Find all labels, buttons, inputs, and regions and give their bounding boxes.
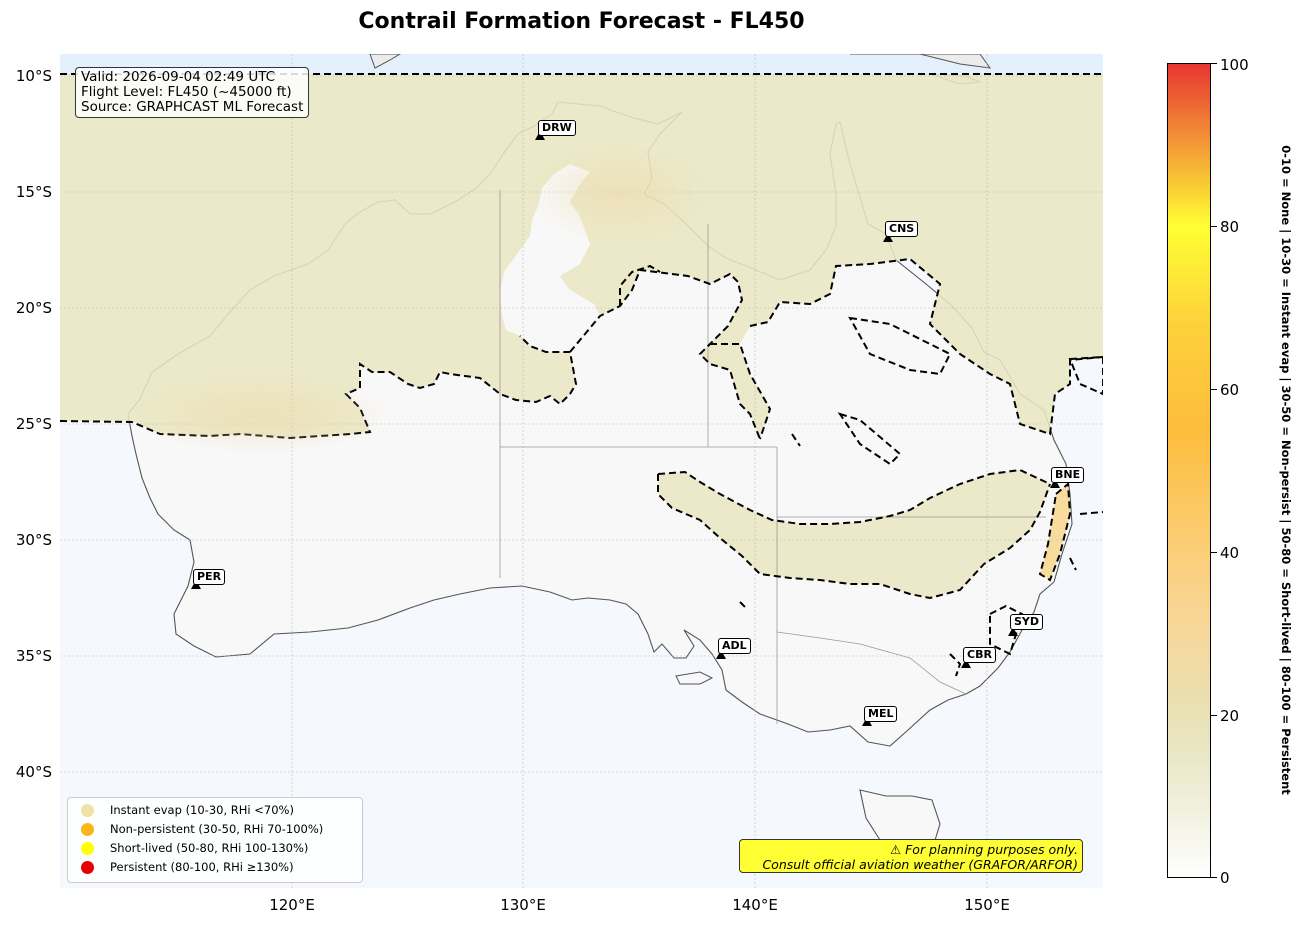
lat-label: 40°S	[15, 763, 52, 781]
legend-item-non-persistent: Non-persistent (30-50, RHi 70-100%)	[81, 820, 323, 838]
kangaroo-island	[675, 671, 714, 685]
disclaimer-line-2: Consult official aviation weather (GRAFO…	[762, 857, 1078, 872]
contrail-zone-central	[658, 470, 1050, 598]
map-canvas	[60, 54, 1103, 888]
colorbar-tick-label: 80	[1220, 218, 1240, 236]
colorbar	[1167, 63, 1211, 878]
city-label-drw[interactable]: DRW	[538, 120, 576, 136]
colorbar-tick	[1211, 552, 1217, 553]
lat-label: 20°S	[15, 299, 52, 317]
lon-label: 120°E	[269, 896, 315, 914]
new-guinea-coast	[850, 54, 992, 69]
data-source: Source: GRAPHCAST ML Forecast	[81, 99, 304, 115]
city-marker-bne	[1050, 479, 1060, 488]
colorbar-category-label: 0-10 = None | 10-30 = Instant evap | 30-…	[1279, 145, 1293, 795]
map-panel[interactable]	[60, 54, 1103, 888]
city-marker-syd	[1008, 627, 1018, 636]
legend-swatch	[81, 841, 94, 855]
city-label-per[interactable]: PER	[193, 569, 226, 585]
chart-title: Contrail Formation Forecast - FL450	[358, 9, 805, 34]
legend-swatch	[81, 822, 94, 836]
colorbar-tick-label: 20	[1220, 707, 1240, 725]
city-label-cns[interactable]: CNS	[885, 221, 919, 237]
colorbar-tick-label: 100	[1220, 56, 1249, 74]
flight-level: Flight Level: FL450 (~45000 ft)	[81, 84, 292, 100]
colorbar-tick	[1211, 389, 1217, 390]
city-marker-adl	[716, 650, 726, 659]
north-band	[60, 54, 1103, 74]
legend-item-instant-evap: Instant evap (10-30, RHi <70%)	[81, 801, 294, 819]
map-legend: Instant evap (10-30, RHi <70%) Non-persi…	[67, 797, 363, 883]
legend-label: Short-lived (50-80, RHi 100-130%)	[110, 841, 309, 855]
city-label-cbr[interactable]: CBR	[963, 647, 996, 663]
colorbar-tick-label: 60	[1220, 381, 1240, 399]
contour-lines	[60, 73, 1103, 677]
city-marker-cns	[883, 233, 893, 242]
contrail-zone-north	[60, 74, 1103, 439]
lon-label: 140°E	[732, 896, 778, 914]
planning-disclaimer: ⚠ For planning purposes only. Consult of…	[739, 839, 1083, 873]
city-label-adl[interactable]: ADL	[718, 638, 751, 654]
colorbar-tick-label: 40	[1220, 544, 1240, 562]
valid-time: Valid: 2026-09-04 02:49 UTC	[81, 69, 276, 85]
forecast-info-box: Valid: 2026-09-04 02:49 UTC Flight Level…	[75, 67, 310, 118]
state-borders	[499, 190, 1046, 724]
legend-label: Persistent (80-100, RHi ≥130%)	[110, 860, 294, 874]
lat-label: 15°S	[15, 183, 52, 201]
lat-label: 25°S	[15, 415, 52, 433]
legend-item-persistent: Persistent (80-100, RHi ≥130%)	[81, 858, 294, 876]
legend-swatch	[81, 803, 94, 817]
disclaimer-line-1: ⚠ For planning purposes only.	[890, 842, 1078, 857]
lat-label: 35°S	[15, 647, 52, 665]
city-label-syd[interactable]: SYD	[1010, 614, 1044, 630]
contrail-zone-east-coast	[1040, 484, 1070, 580]
lon-label: 130°E	[500, 896, 546, 914]
colorbar-tick	[1211, 877, 1217, 878]
legend-label: Instant evap (10-30, RHi <70%)	[110, 803, 294, 817]
legend-swatch	[81, 860, 94, 874]
colorbar-tick	[1211, 63, 1217, 64]
city-label-bne[interactable]: BNE	[1051, 467, 1085, 483]
city-label-mel[interactable]: MEL	[864, 706, 898, 722]
city-marker-cbr	[961, 659, 971, 668]
lat-label: 30°S	[15, 531, 52, 549]
colorbar-tick	[1211, 226, 1217, 227]
legend-item-short-lived: Short-lived (50-80, RHi 100-130%)	[81, 839, 308, 857]
lon-label: 150°E	[964, 896, 1010, 914]
lat-label: 10°S	[15, 67, 52, 85]
colorbar-tick-label: 0	[1220, 869, 1230, 887]
legend-label: Non-persistent (30-50, RHi 70-100%)	[110, 822, 324, 836]
colorbar-tick	[1211, 715, 1217, 716]
